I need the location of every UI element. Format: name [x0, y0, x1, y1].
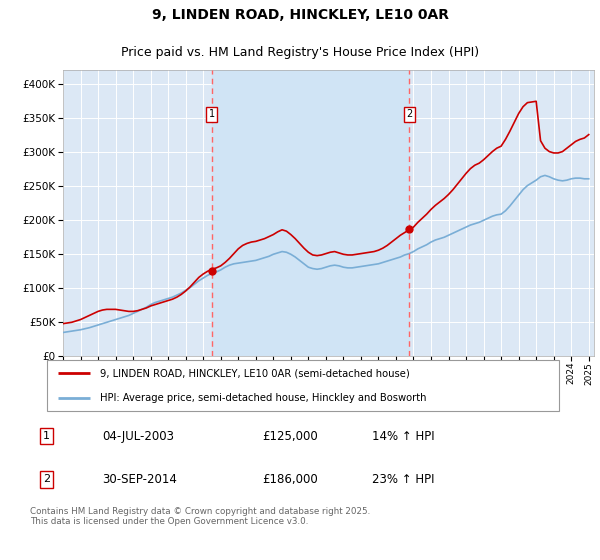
Text: 9, LINDEN ROAD, HINCKLEY, LE10 0AR: 9, LINDEN ROAD, HINCKLEY, LE10 0AR: [151, 8, 449, 22]
FancyBboxPatch shape: [47, 360, 559, 410]
Text: 1: 1: [43, 431, 50, 441]
Point: [404, 225, 414, 234]
Text: 30-SEP-2014: 30-SEP-2014: [102, 473, 176, 486]
Point: [207, 266, 217, 275]
Text: 2: 2: [406, 109, 412, 119]
Text: 23% ↑ HPI: 23% ↑ HPI: [372, 473, 435, 486]
Bar: [212, 70, 409, 356]
Text: 1: 1: [209, 109, 215, 119]
Text: £186,000: £186,000: [262, 473, 317, 486]
Text: Contains HM Land Registry data © Crown copyright and database right 2025.
This d: Contains HM Land Registry data © Crown c…: [30, 507, 370, 526]
Text: Price paid vs. HM Land Registry's House Price Index (HPI): Price paid vs. HM Land Registry's House …: [121, 46, 479, 59]
Text: 14% ↑ HPI: 14% ↑ HPI: [372, 430, 435, 442]
Text: 04-JUL-2003: 04-JUL-2003: [102, 430, 174, 442]
Text: HPI: Average price, semi-detached house, Hinckley and Bosworth: HPI: Average price, semi-detached house,…: [100, 393, 427, 403]
Text: 9, LINDEN ROAD, HINCKLEY, LE10 0AR (semi-detached house): 9, LINDEN ROAD, HINCKLEY, LE10 0AR (semi…: [100, 368, 410, 379]
Text: 2: 2: [43, 474, 50, 484]
Text: £125,000: £125,000: [262, 430, 317, 442]
